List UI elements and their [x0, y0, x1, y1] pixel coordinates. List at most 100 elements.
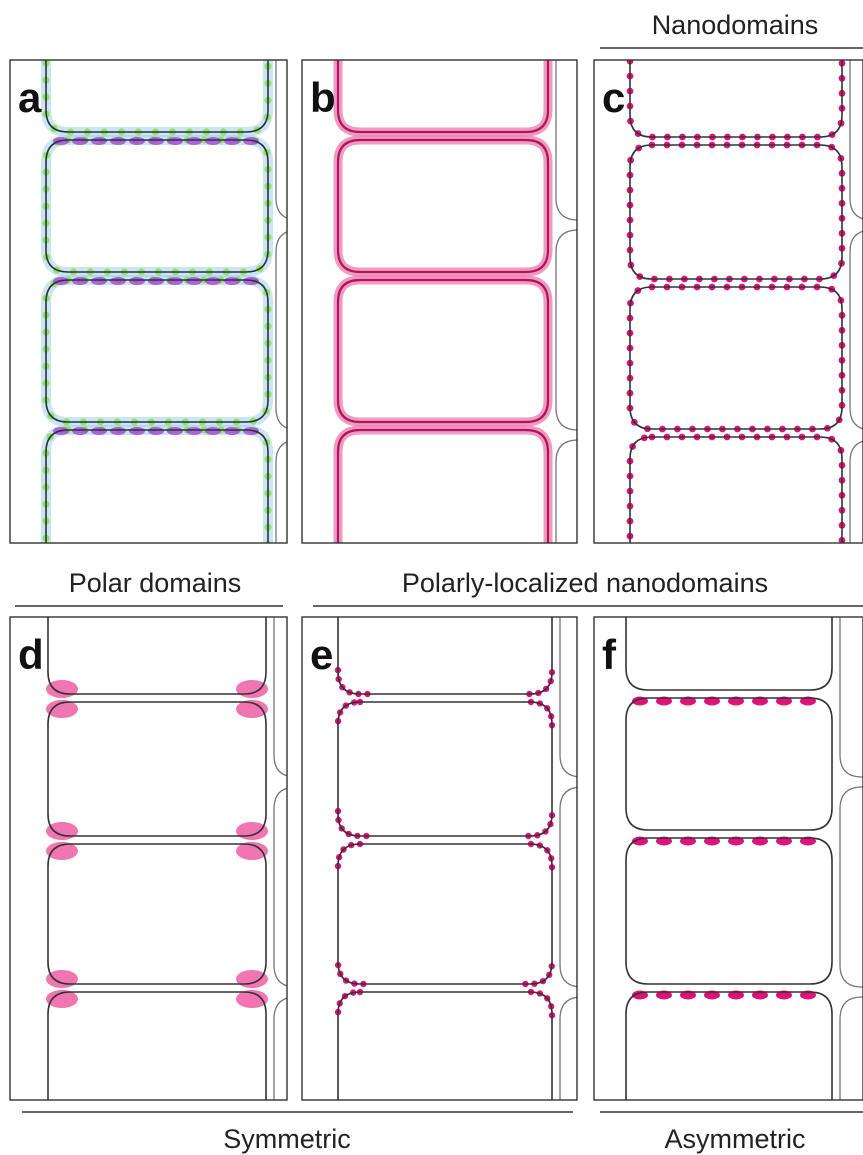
membrane-halo: [338, 280, 548, 422]
membrane-halo: [46, 280, 268, 422]
domain-dot: [263, 29, 270, 36]
polar-domain: [72, 277, 88, 285]
neighbour-cell: [262, 527, 299, 667]
decorations: [632, 697, 816, 1000]
domain-dot: [264, 558, 271, 565]
polar-domain: [205, 137, 221, 145]
neighbour-cell: [850, 440, 863, 640]
cell-outline: [338, 140, 548, 272]
header-polarly-localized: Polarly-localized nanodomains: [402, 568, 768, 598]
polar-domain: [236, 680, 268, 698]
domain-dot: [42, 552, 49, 559]
panel-frame: [594, 60, 863, 543]
neighbour-cell: [560, 787, 620, 987]
footer-symmetric: Symmetric: [223, 1124, 351, 1154]
panel-content: [0, 0, 336, 640]
domain-dot: [628, 28, 635, 35]
domain-dot: [839, 552, 846, 559]
membrane-halo: [338, 430, 548, 583]
neighbour-cell: [850, 230, 863, 430]
domain-dot: [350, 1136, 356, 1142]
domain-dot: [44, 568, 51, 575]
panel: b: [262, 0, 616, 640]
membrane-halo: [46, 20, 268, 132]
neighbour-cell: [840, 557, 863, 777]
neighbour-cell: [262, 987, 299, 1137]
neighbour-cell: [0, 120, 7, 260]
domain-dot: [838, 30, 845, 37]
domain-dot: [357, 574, 363, 580]
neighbour-cell: [556, 440, 616, 640]
polar-domain: [129, 277, 145, 285]
polar-domain: [224, 277, 240, 285]
header-nanodomains: Nanodomains: [652, 10, 819, 40]
domain-dot: [783, 580, 790, 587]
polar-domain: [148, 277, 164, 285]
cell-outline: [46, 140, 268, 272]
neighbour-cell: [850, 0, 863, 220]
domain-dot: [183, 16, 190, 23]
domain-dot: [349, 575, 355, 581]
polar-domain: [236, 822, 268, 840]
domain-dot: [42, 43, 49, 50]
neighbour-cell: [554, 0, 591, 110]
neighbour-cell: [0, 677, 7, 817]
neighbour-cell: [0, 827, 7, 977]
membrane-halo: [338, 20, 548, 132]
polar-domain: [91, 277, 107, 285]
decorations: [42, 16, 271, 586]
domain-dot: [549, 597, 555, 603]
cell-outline: [46, 20, 268, 132]
panel-label: b: [310, 74, 336, 121]
domain-dot: [217, 16, 224, 23]
panel: f: [554, 527, 863, 1155]
neighbour-cell: [560, 997, 620, 1155]
membrane-halo: [46, 140, 268, 272]
polar-domain: [167, 277, 183, 285]
polar-domain: [110, 427, 126, 435]
panel: c: [554, 0, 863, 640]
domain-dot: [149, 16, 156, 23]
domain-dot: [244, 579, 251, 586]
neighbour-cell: [0, 0, 7, 110]
domain-dot: [798, 580, 805, 587]
domain-dot: [115, 16, 122, 23]
neighbour-cell: [0, 987, 7, 1137]
header-polar-domains: Polar domains: [69, 568, 242, 598]
cell-outline: [48, 844, 266, 984]
polar-domain: [186, 277, 202, 285]
cell-outline: [338, 702, 552, 836]
domain-dot: [335, 1117, 341, 1123]
polar-domain: [46, 970, 78, 988]
polar-domain: [91, 427, 107, 435]
cell-outline: [626, 838, 832, 984]
polar-domain: [167, 137, 183, 145]
polar-domain: [72, 427, 88, 435]
domain-dot: [341, 579, 347, 585]
neighbour-cell: [0, 270, 7, 420]
panel-label: a: [18, 74, 42, 121]
neighbour-cell: [0, 527, 7, 667]
domain-dot: [98, 16, 105, 23]
panel-label: f: [602, 631, 617, 678]
neighbour-cell: [556, 230, 616, 430]
panel: e: [262, 527, 620, 1155]
panel-content: [554, 0, 863, 640]
cell-outline: [630, 145, 842, 279]
domain-dot: [530, 1137, 536, 1143]
polar-domain: [91, 137, 107, 145]
polar-domain: [186, 137, 202, 145]
panel: d: [0, 527, 334, 1155]
domain-dot: [627, 548, 634, 555]
domain-dot: [837, 567, 844, 574]
domain-dot: [548, 1120, 554, 1126]
domain-dot: [639, 18, 646, 25]
panel: a: [0, 0, 336, 640]
cell-outline: [48, 992, 266, 1140]
polar-domain: [129, 427, 145, 435]
neighbour-cell: [840, 997, 863, 1155]
polar-domain: [110, 137, 126, 145]
polar-domain: [167, 427, 183, 435]
domain-dot: [234, 16, 241, 23]
decorations: [338, 20, 548, 583]
